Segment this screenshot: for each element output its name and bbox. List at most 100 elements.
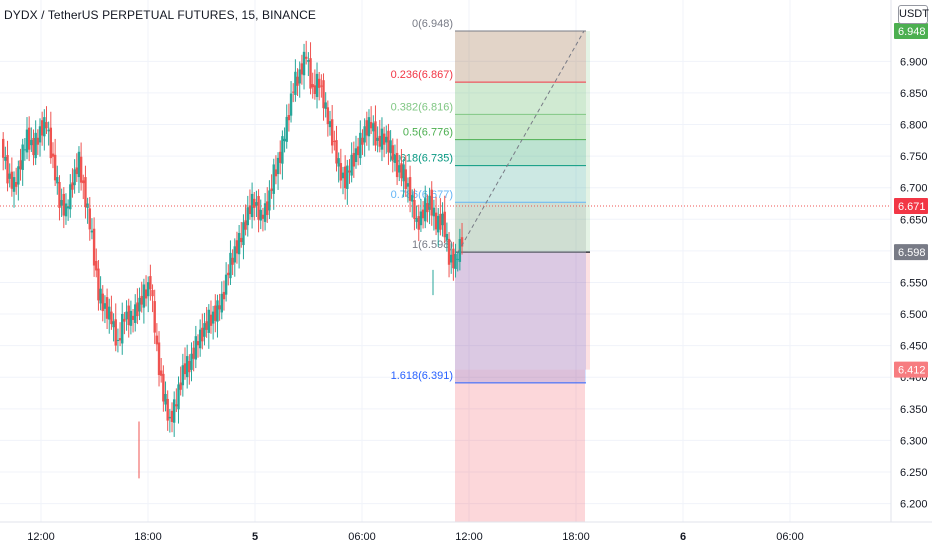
candle-body xyxy=(211,311,215,324)
price-badge-label: 6.671 xyxy=(898,201,926,213)
candle-body xyxy=(372,123,375,132)
candle-body xyxy=(354,148,358,162)
candle-body xyxy=(248,205,252,215)
candle-body xyxy=(333,140,336,142)
candle-body xyxy=(19,160,22,170)
candle-body xyxy=(382,133,386,145)
candle-body xyxy=(51,153,55,157)
candle-body xyxy=(426,203,429,213)
candle-body xyxy=(283,138,286,142)
candle-body xyxy=(369,122,373,129)
candle-body xyxy=(10,171,14,189)
candle-body xyxy=(367,117,371,137)
candle-body xyxy=(378,135,381,147)
candle-body xyxy=(235,240,239,254)
price-axis[interactable]: 6.2006.2506.3006.3506.4006.4506.5006.550… xyxy=(890,0,928,522)
candle-body xyxy=(279,151,282,163)
time-axis[interactable]: 12:00 18:00 5 06:00 12:00 18:00 6 06:00 xyxy=(0,521,932,543)
candle-body xyxy=(237,232,241,255)
candle-body xyxy=(153,301,156,333)
candle-body xyxy=(58,182,61,208)
candle-body xyxy=(346,165,349,189)
candle-body xyxy=(246,207,249,226)
price-badge xyxy=(894,361,928,378)
extension-zone xyxy=(455,369,585,522)
candle-body xyxy=(151,290,154,297)
candle-body xyxy=(64,203,68,217)
candle-body xyxy=(170,410,174,422)
candle-body xyxy=(38,126,42,143)
candle-body xyxy=(292,91,295,93)
candle-body xyxy=(34,132,37,159)
candle-body xyxy=(205,321,208,330)
candle-body xyxy=(129,310,133,326)
candle-body xyxy=(348,170,351,173)
candle-body xyxy=(95,260,98,271)
candle-body xyxy=(32,137,35,156)
y-tick-label: 6.350 xyxy=(900,404,928,416)
candle-body xyxy=(244,220,247,230)
x-tick-label: 5 xyxy=(252,531,258,543)
candle-body xyxy=(328,121,332,128)
candle-body xyxy=(309,58,312,89)
candle-body xyxy=(363,126,366,143)
candle-body xyxy=(47,129,50,132)
candle-body xyxy=(147,282,150,297)
position-layer[interactable] xyxy=(455,31,590,522)
candle-body xyxy=(337,158,340,167)
price-badge-label: 6.598 xyxy=(898,247,926,259)
currency-selector[interactable]: USDT xyxy=(898,5,929,24)
candle-body xyxy=(43,117,46,137)
candle-body xyxy=(66,206,70,209)
candle-body xyxy=(233,246,236,263)
price-badge-label: 6.948 xyxy=(898,26,926,38)
candle-body xyxy=(99,288,102,304)
fib-trend-line xyxy=(457,30,585,253)
candle-body xyxy=(300,63,304,75)
candle-body xyxy=(255,202,258,206)
candle-body xyxy=(168,416,172,419)
candle-body xyxy=(419,211,423,226)
candle-body xyxy=(101,293,104,312)
fib-level-label: 0.786(6.677) xyxy=(391,189,453,201)
candle-body xyxy=(365,120,369,136)
candle-body xyxy=(443,211,446,238)
candle-body xyxy=(305,56,308,59)
overlay-layer xyxy=(0,30,891,253)
candle-body xyxy=(60,199,63,206)
price-badge-layer: 6.948 6.671 6.598 6.412 xyxy=(894,23,928,378)
candle-body xyxy=(116,339,120,342)
candle-body xyxy=(387,130,390,153)
candle-body xyxy=(460,237,464,247)
candle-body xyxy=(162,373,165,402)
chart-title: DYDX / TetherUS PERPETUAL FUTURES, 15, B… xyxy=(4,8,317,22)
candle-body xyxy=(45,122,48,129)
candle-body xyxy=(395,152,399,178)
candle-body xyxy=(274,169,278,177)
candle-body xyxy=(172,399,176,423)
candle-body xyxy=(53,154,57,181)
candle-body xyxy=(417,216,420,230)
y-tick-label: 6.200 xyxy=(900,499,928,511)
position-loss-zone xyxy=(455,252,590,370)
grid-layer xyxy=(0,0,891,522)
candle-body xyxy=(432,207,436,217)
candle-body xyxy=(207,309,211,333)
price-badge xyxy=(894,23,928,39)
x-tick-label: 12:00 xyxy=(27,531,55,543)
candle-body xyxy=(218,305,221,310)
fib-level-label: 0.618(6.735) xyxy=(391,153,453,165)
candle-body xyxy=(324,102,327,109)
candle-body xyxy=(430,189,433,216)
candle-body xyxy=(447,238,451,265)
candle-body xyxy=(289,93,293,116)
candle-body xyxy=(341,172,345,179)
y-tick-label: 6.850 xyxy=(900,88,928,100)
y-tick-label: 6.750 xyxy=(900,151,928,163)
candle-body xyxy=(90,230,94,233)
candle-body xyxy=(437,215,440,233)
candle-body xyxy=(259,209,262,221)
candle-body xyxy=(428,195,431,210)
